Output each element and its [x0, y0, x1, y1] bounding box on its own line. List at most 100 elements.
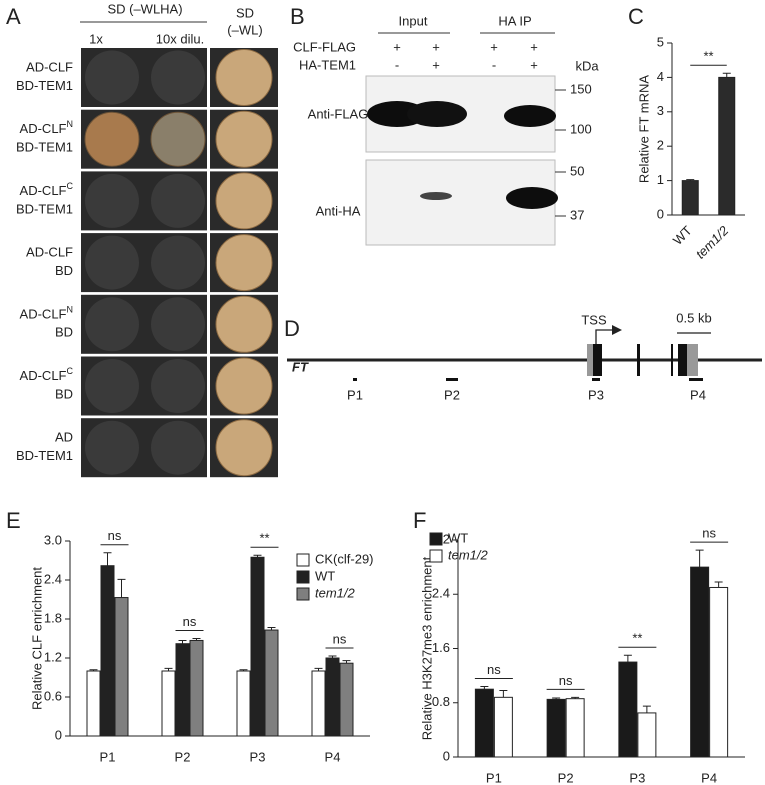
error-bar	[342, 660, 351, 664]
y-axis-label: Relative FT mRNA	[636, 75, 651, 183]
bar	[546, 698, 566, 758]
significance-label: ns	[559, 673, 573, 688]
markers: 150 100 50 37	[555, 81, 592, 222]
error-bar	[178, 639, 187, 644]
sign: +	[530, 39, 538, 54]
column-label: 10x dilu.	[156, 31, 204, 46]
colony	[84, 111, 140, 167]
error-bar	[714, 581, 723, 588]
row-label-main: AD-CLF	[20, 307, 67, 322]
sign: +	[490, 39, 498, 54]
error-bar	[552, 697, 561, 700]
significance-label: ns	[702, 526, 716, 541]
row-label: BD-TEM1	[16, 140, 73, 155]
primer	[592, 378, 600, 381]
column-label: 1x	[89, 31, 103, 46]
x-tick-label: P4	[701, 770, 717, 785]
legend-label: WT	[315, 568, 335, 583]
panel-label: B	[290, 4, 305, 29]
exon	[637, 344, 640, 376]
legend-label: WT	[448, 530, 468, 545]
error-bar	[103, 552, 112, 566]
error-bar	[499, 690, 508, 698]
y-tick-label: 0.8	[432, 694, 450, 709]
bar	[474, 688, 494, 758]
marker-label: 37	[570, 207, 584, 222]
bar	[311, 670, 326, 737]
bar	[189, 639, 204, 737]
error-bar	[117, 578, 126, 598]
error-bar	[164, 667, 173, 671]
y-tick-label: 5	[657, 34, 664, 49]
yeast-plates	[81, 48, 278, 478]
exon	[593, 344, 602, 376]
sign: +	[393, 39, 401, 54]
bar	[709, 586, 729, 758]
bar	[264, 629, 279, 737]
y-tick-label: 4	[657, 69, 664, 84]
scale-label: 0.5 kb	[676, 310, 711, 325]
blot-label: Anti-HA	[316, 203, 361, 218]
group-label: HA IP	[498, 13, 531, 28]
column-label: (–WL)	[227, 22, 262, 37]
significance-label: ns	[333, 631, 347, 646]
bar	[325, 657, 340, 737]
y-tick-label: 3.0	[44, 532, 62, 547]
colony	[215, 234, 273, 292]
panel-label: F	[413, 508, 426, 533]
bar	[161, 670, 176, 737]
row-label-sup: C	[67, 366, 74, 376]
error-bar	[328, 655, 337, 658]
bar	[565, 698, 585, 758]
row-label: BD-TEM1	[16, 78, 73, 93]
colony	[151, 420, 205, 475]
row-label-sup: N	[67, 120, 74, 130]
primer-label: P4	[690, 387, 706, 402]
legend-swatch	[296, 570, 310, 584]
row-label: BD	[55, 325, 73, 340]
tss-arrow	[595, 329, 612, 344]
y-tick-label: 0	[443, 748, 450, 763]
sign: +	[432, 39, 440, 54]
row-label-sup: N	[67, 305, 74, 315]
panel-label: E	[6, 508, 21, 533]
sign: +	[432, 57, 440, 72]
colony	[151, 235, 205, 290]
error-bar	[314, 667, 323, 671]
significance-label: ns	[183, 614, 197, 629]
blot-label: Anti-FLAG	[308, 106, 369, 121]
error-bar	[722, 72, 731, 78]
row-label: AD	[55, 430, 73, 445]
row-label: AD-CLFN	[20, 120, 73, 137]
colony	[151, 50, 205, 105]
row-label: HA-TEM1	[299, 57, 356, 72]
marker-label: 150	[570, 81, 592, 96]
x-tick-label: P2	[558, 770, 574, 785]
colony	[215, 172, 273, 230]
error-bar	[192, 638, 201, 641]
y-tick-label: 2.4	[44, 571, 62, 586]
primer-label: P1	[347, 387, 363, 402]
bar	[618, 661, 638, 758]
unit: kDa	[575, 58, 599, 73]
y-tick-label: 0	[55, 727, 62, 742]
error-bar	[623, 654, 632, 663]
y-tick-label: 1	[657, 172, 664, 187]
legend-swatch	[429, 532, 443, 546]
y-tick-label: 2	[657, 138, 664, 153]
row-label: CLF-FLAG	[293, 39, 356, 54]
x-tick-label: P4	[325, 749, 341, 764]
panel-label: C	[628, 4, 644, 29]
bar	[681, 180, 699, 216]
significance-label: **	[259, 531, 269, 546]
legend-swatch	[296, 553, 310, 567]
primer	[689, 378, 703, 381]
y-axis-label: Relative CLF enrichment	[29, 567, 44, 710]
x-tick-label: P1	[100, 749, 116, 764]
row-label: AD-CLFC	[20, 181, 74, 198]
panel-label: D	[284, 316, 300, 341]
tss-label: TSS	[581, 312, 607, 327]
error-bar	[89, 669, 98, 671]
bar	[175, 643, 190, 737]
